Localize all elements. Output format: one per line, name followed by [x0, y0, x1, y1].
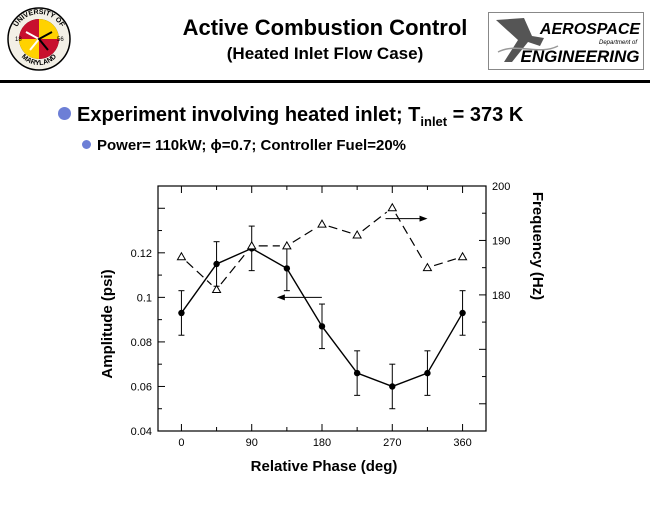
bullet1-tail: = 373 K [447, 104, 524, 126]
frequency-series-line [220, 250, 248, 285]
amplitude-point [178, 309, 185, 317]
header-divider [0, 80, 650, 83]
frequency-series-line [292, 227, 317, 243]
frequency-point [246, 240, 257, 250]
left-tick-label: 0.04 [131, 426, 152, 438]
amplitude-point [318, 323, 326, 330]
amplitude-point [283, 265, 291, 272]
seal-year-left: 18 [15, 37, 22, 43]
bullet2-text: Power= 110kW; ϕ=0.7; Controller Fuel=20% [97, 137, 407, 154]
seal-year-right: 56 [57, 37, 64, 43]
right-tick-label: 180 [492, 290, 510, 302]
frequency-point [352, 229, 363, 239]
frequency-point [457, 251, 468, 261]
frequency-point [281, 240, 292, 250]
right-tick-label: 200 [492, 181, 510, 193]
x-tick-label: 270 [383, 437, 401, 449]
bullet-parameters: Power= 110kW; ϕ=0.7; Controller Fuel=20% [82, 137, 406, 154]
right-tick-label: 190 [492, 235, 510, 247]
frequency-series-line [395, 213, 425, 262]
frequency-point [176, 251, 187, 261]
x-axis-label: Relative Phase (deg) [251, 458, 398, 475]
left-axis-label: Amplitude (psi) [99, 269, 116, 378]
frequency-series-line [362, 211, 388, 232]
frequency-point [387, 202, 398, 212]
title-line-2: (Heated Inlet Flow Case) [226, 44, 424, 63]
frequency-point [317, 219, 327, 228]
amplitude-point [389, 383, 396, 390]
frequency-point [422, 262, 433, 272]
left-arrow-icon [276, 294, 285, 301]
left-tick-label: 0.12 [131, 248, 152, 260]
left-tick-label: 0.08 [131, 337, 152, 349]
slide-title: Active Combustion Control (Heated Inlet … [0, 14, 650, 66]
left-tick-label: 0.1 [137, 292, 152, 304]
x-tick-label: 0 [178, 437, 184, 449]
bullet-dot-icon [82, 140, 91, 149]
logo-small-text: Department of [599, 40, 638, 46]
bullet1-text: Experiment involving heated inlet; T [77, 104, 421, 126]
right-axis-label: Frequency (Hz) [529, 192, 546, 300]
x-tick-label: 360 [453, 437, 471, 449]
aerospace-engineering-logo: AEROSPACE Department of ENGINEERING [488, 12, 644, 70]
title-line-1: Active Combustion Control [182, 15, 468, 40]
left-tick-label: 0.06 [131, 381, 152, 393]
frequency-series-line [328, 225, 351, 234]
frequency-series-line [186, 261, 212, 286]
bullet-experiment: Experiment involving heated inlet; Tinle… [58, 104, 523, 129]
amplitude-point [213, 260, 220, 268]
bullet1-subscript: inlet [420, 114, 448, 129]
frequency-point [211, 284, 222, 293]
amplitude-point [424, 369, 431, 377]
amplitude-point [459, 309, 466, 317]
amplitude-point [353, 369, 361, 377]
logo-line-2: ENGINEERING [520, 47, 639, 66]
bullet-dot-icon [58, 107, 71, 120]
university-seal-logo: UNIVERSITY OF MARYLAND 18 56 [7, 7, 71, 71]
logo-line-1: AEROSPACE [539, 21, 641, 38]
x-tick-label: 180 [313, 437, 331, 449]
right-arrow-icon [419, 215, 428, 222]
frequency-series-line [433, 258, 457, 267]
x-tick-label: 90 [246, 437, 258, 449]
plane-icon [496, 18, 544, 62]
